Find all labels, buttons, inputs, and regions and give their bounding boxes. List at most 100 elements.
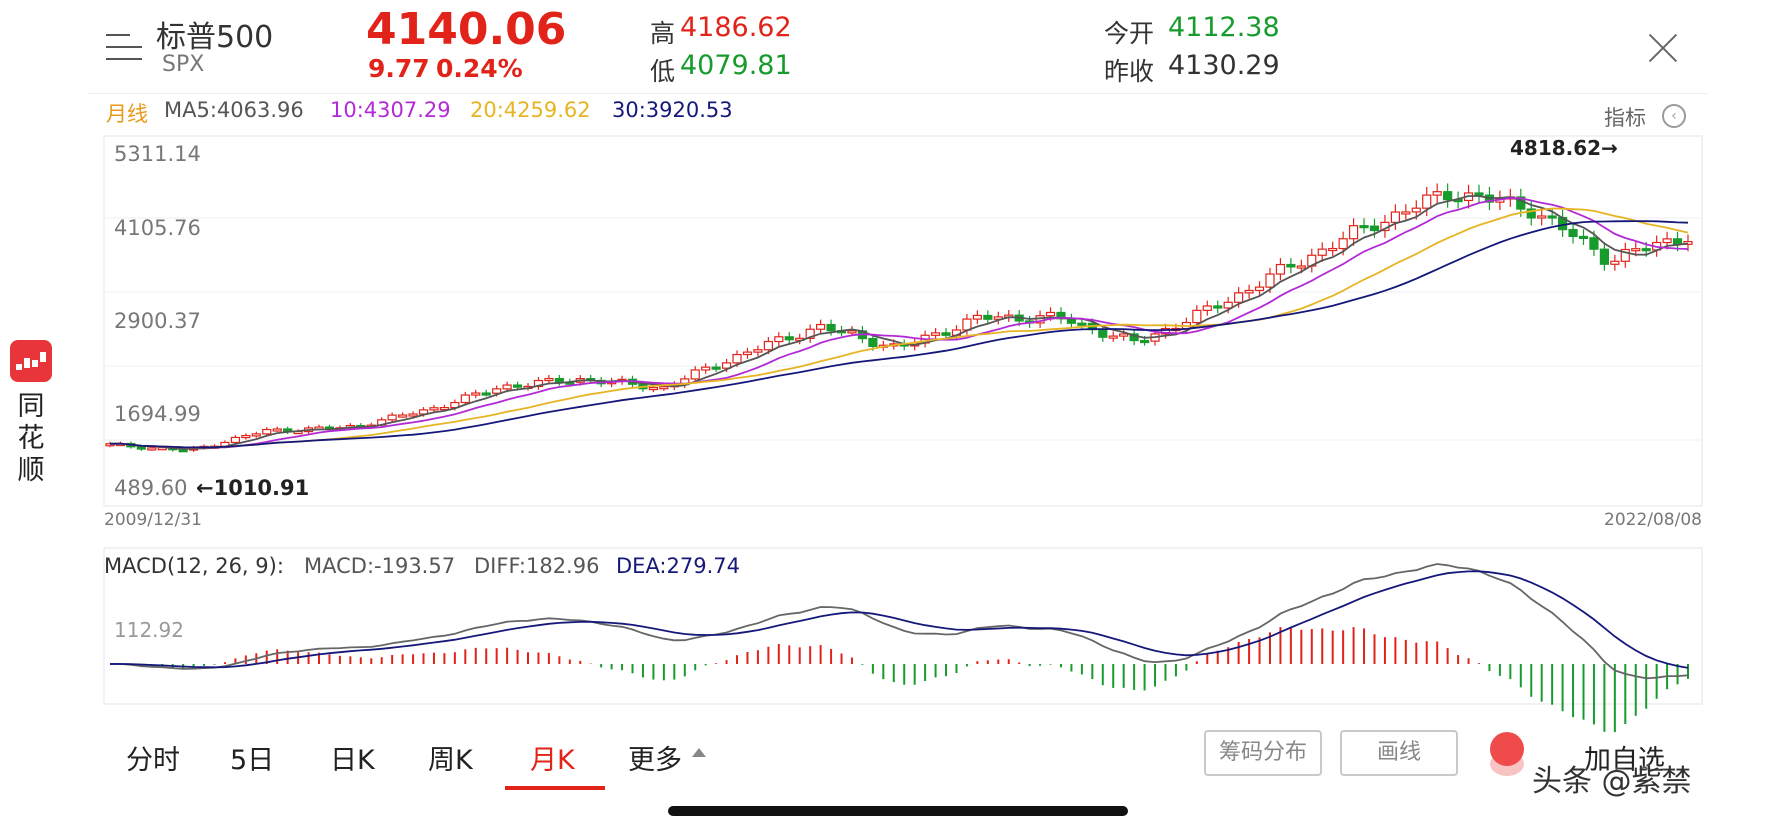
side-char-2: 花 <box>17 423 45 454</box>
y-tick-4: 1694.99 <box>114 402 201 426</box>
prev-close-label: 昨收 <box>1104 57 1155 86</box>
menu-icon[interactable] <box>106 34 142 62</box>
candle-body <box>1537 215 1547 219</box>
macd-histogram <box>119 627 1689 733</box>
candle-body <box>1390 211 1400 223</box>
y-tick-1: 5311.14 <box>114 142 201 166</box>
low-value: 4079.81 <box>680 50 792 81</box>
candle-body <box>1338 238 1348 250</box>
candle-body <box>983 314 993 320</box>
candle-body <box>1202 305 1212 311</box>
stock-name: 标普500 <box>156 20 274 55</box>
tab-weekly[interactable]: 周K <box>428 745 473 776</box>
ma10-value: 10:4307.29 <box>330 98 451 122</box>
app-logo-icon[interactable] <box>10 340 52 382</box>
candle-body <box>1275 263 1286 275</box>
candle-body <box>962 318 972 331</box>
home-indicator[interactable] <box>668 806 1128 816</box>
draw-line-button[interactable]: 画线 <box>1340 730 1458 776</box>
candle-body <box>1317 248 1327 256</box>
candle-body <box>805 328 815 339</box>
candle-body <box>1432 191 1442 196</box>
tab-5day[interactable]: 5日 <box>230 745 275 776</box>
candle-body <box>1631 248 1641 252</box>
candle-body <box>481 392 491 396</box>
candle-body <box>251 433 261 437</box>
tab-more[interactable]: 更多 <box>628 745 682 776</box>
candle-body <box>1160 327 1171 335</box>
low-label: 低 <box>650 57 676 86</box>
side-char-3: 顺 <box>17 455 45 486</box>
open-value: 4112.38 <box>1168 12 1280 43</box>
candle-body <box>690 369 700 380</box>
y-tick-2: 4105.76 <box>114 216 201 240</box>
end-date: 2022/08/08 <box>1604 510 1702 530</box>
candle-body <box>1578 235 1589 240</box>
candle-body <box>711 366 721 370</box>
candle-body <box>1547 215 1557 219</box>
max-annotation: 4818.62→ <box>1510 136 1618 160</box>
dea-value: DEA:279.74 <box>616 554 740 578</box>
start-date: 2009/12/31 <box>104 510 202 530</box>
tab-monthly[interactable]: 月K <box>530 745 575 776</box>
candle-body <box>816 323 826 330</box>
diff-line <box>109 563 1689 680</box>
candle-body <box>429 407 439 411</box>
candle-body <box>230 436 241 444</box>
period-label: 月线 <box>106 102 148 126</box>
candle-body <box>1244 289 1254 294</box>
watermark: 头条 @紫禁 <box>1532 764 1692 799</box>
active-tab-underline <box>505 786 605 790</box>
candle-body <box>1139 339 1150 344</box>
candle-body <box>502 384 512 390</box>
tab-daily[interactable]: 日K <box>330 745 375 776</box>
candle-body <box>408 413 418 417</box>
candle-body <box>398 414 408 418</box>
candle-body <box>1672 238 1683 245</box>
chip-distribution-button[interactable]: 筹码分布 <box>1204 730 1322 776</box>
candle-body <box>1526 208 1536 219</box>
prev-close-value: 4130.29 <box>1168 50 1280 81</box>
candle-body <box>763 340 773 351</box>
header-divider <box>88 93 1708 94</box>
ma5-value: MA5:4063.96 <box>164 98 304 122</box>
candle-body <box>1192 309 1202 324</box>
candle-body <box>544 377 554 382</box>
indicator-label[interactable]: 指标 <box>1604 106 1646 130</box>
caret-up-icon[interactable] <box>692 748 706 757</box>
candle-body <box>1328 247 1338 252</box>
candle-body <box>742 351 753 356</box>
high-value: 4186.62 <box>680 12 792 43</box>
candle-body <box>1254 286 1265 292</box>
candle-body <box>1620 248 1630 262</box>
candle-body <box>387 414 397 421</box>
candle-body <box>147 447 157 451</box>
side-char-1: 同 <box>17 391 45 422</box>
candle-body <box>460 394 470 404</box>
candle-body <box>1359 225 1369 229</box>
last-price: 4140.06 <box>366 4 567 55</box>
candle-body <box>1589 237 1599 250</box>
ma30-value: 30:3920.53 <box>612 98 733 122</box>
add-watch-dot-icon[interactable] <box>1490 732 1524 766</box>
candle-body <box>1610 260 1620 265</box>
candle-body <box>1369 225 1380 232</box>
candles <box>105 183 1693 453</box>
indicator-toggle-icon[interactable]: ‹ <box>1662 104 1686 128</box>
price-change: 9.77 <box>368 54 430 83</box>
chart-grid <box>103 135 1703 705</box>
candle-body <box>1474 192 1484 196</box>
candle-body <box>1077 322 1087 326</box>
candle-body <box>1401 211 1411 215</box>
candle-body <box>1286 263 1296 268</box>
candle-body <box>941 332 951 336</box>
candle-body <box>1443 191 1453 201</box>
y-tick-5: 489.60 <box>114 476 188 500</box>
macd-title: MACD(12, 26, 9): <box>104 554 284 578</box>
add-watchlist-button[interactable]: 加自选 <box>1584 745 1665 776</box>
candle-body <box>753 349 763 353</box>
candle-body <box>439 406 450 411</box>
tab-intraday[interactable]: 分时 <box>126 745 180 776</box>
candle-body <box>1641 248 1651 252</box>
